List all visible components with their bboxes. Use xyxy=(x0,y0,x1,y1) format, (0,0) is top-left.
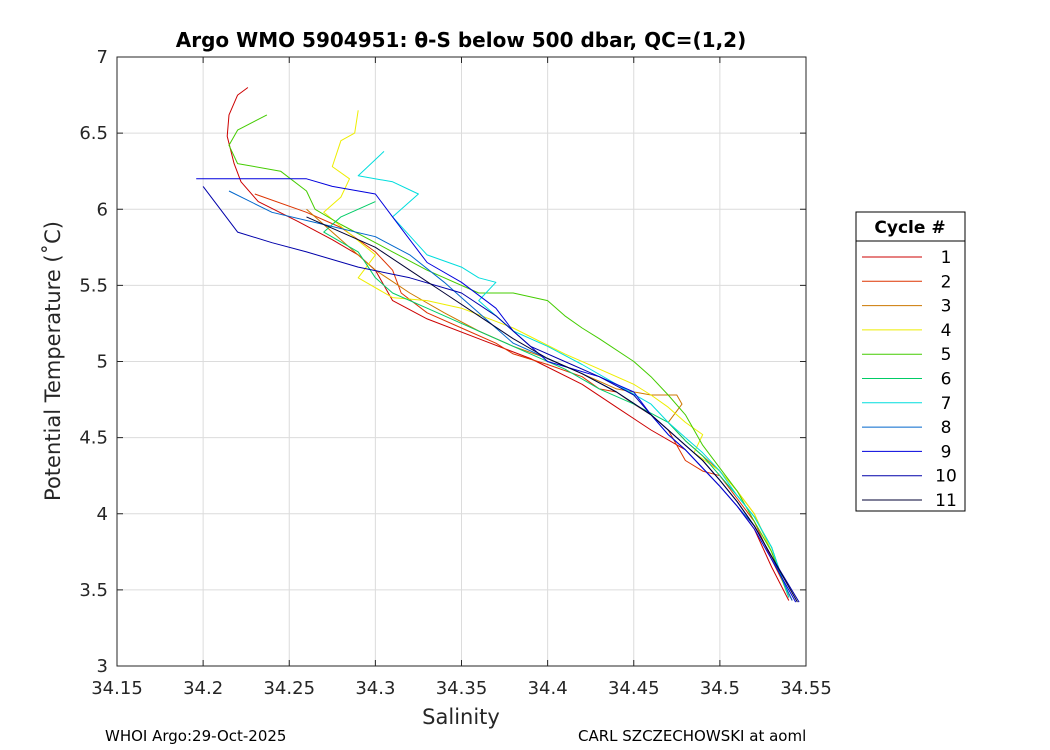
legend-title: Cycle # xyxy=(874,218,945,238)
series-line-cycle-4 xyxy=(323,110,790,598)
series-line-cycle-7 xyxy=(357,151,790,598)
series-lines xyxy=(196,87,800,603)
y-tick-label: 7 xyxy=(97,47,108,68)
legend-label-cycle-7: 7 xyxy=(941,394,952,414)
y-tick-label: 6.5 xyxy=(79,123,108,144)
x-axis-ticks: 34.15 34.2 34.25 34.3 34.35 34.4 34.45 34.5 34.5… xyxy=(91,57,832,699)
footer-left: WHOI Argo:29-Oct-2025 xyxy=(105,727,286,745)
y-tick-label: 6 xyxy=(97,199,108,220)
x-tick-label: 34.3 xyxy=(355,678,395,699)
legend-label-cycle-5: 5 xyxy=(941,345,952,365)
series-line-cycle-9 xyxy=(196,178,797,603)
y-axis-ticks: 3 3.5 4 4.5 5 5.5 6 6.5 7 xyxy=(79,47,806,677)
x-tick-label: 34.25 xyxy=(263,678,315,699)
legend-label-cycle-2: 2 xyxy=(941,272,952,292)
series-line-cycle-5 xyxy=(228,114,790,598)
series-line-cycle-2 xyxy=(254,193,793,601)
legend-box xyxy=(855,211,966,512)
x-tick-label: 34.45 xyxy=(608,678,660,699)
series-line-cycle-11 xyxy=(306,216,798,603)
x-axis-label: Salinity xyxy=(422,705,500,729)
series-line-cycle-8 xyxy=(228,190,793,601)
y-axis-label: Potential Temperature (˚C) xyxy=(41,221,65,501)
series-line-cycle-6 xyxy=(323,201,790,598)
legend-label-cycle-9: 9 xyxy=(941,442,952,462)
x-tick-label: 34.2 xyxy=(183,678,223,699)
x-tick-label: 34.55 xyxy=(780,678,832,699)
chart-title: Argo WMO 5904951: θ-S below 500 dbar, QC… xyxy=(176,28,746,52)
y-tick-label: 4.5 xyxy=(79,428,108,449)
legend-label-cycle-3: 3 xyxy=(941,297,952,317)
x-tick-label: 34.15 xyxy=(91,678,143,699)
x-tick-label: 34.35 xyxy=(436,678,488,699)
legend-label-cycle-1: 1 xyxy=(941,248,952,268)
y-tick-label: 5 xyxy=(97,352,108,373)
y-tick-label: 4 xyxy=(97,504,108,525)
legend-items: 1 2 3 4 5 6 7 8 9 10 11 xyxy=(862,248,957,511)
grid-lines xyxy=(117,57,806,666)
legend-label-cycle-4: 4 xyxy=(941,321,952,341)
legend-label-cycle-11: 11 xyxy=(935,491,957,511)
footer-right: CARL SZCZECHOWSKI at aoml xyxy=(578,727,806,745)
y-tick-label: 3 xyxy=(97,656,108,677)
legend-label-cycle-6: 6 xyxy=(941,370,952,390)
x-tick-label: 34.5 xyxy=(700,678,740,699)
series-line-cycle-10 xyxy=(202,186,800,603)
y-tick-label: 3.5 xyxy=(79,580,108,601)
y-tick-label: 5.5 xyxy=(79,275,108,296)
legend: Cycle # 1 2 3 4 5 6 7 8 9 10 11 xyxy=(855,211,966,512)
legend-label-cycle-10: 10 xyxy=(935,467,957,487)
x-tick-label: 34.4 xyxy=(528,678,568,699)
legend-label-cycle-8: 8 xyxy=(941,418,952,438)
